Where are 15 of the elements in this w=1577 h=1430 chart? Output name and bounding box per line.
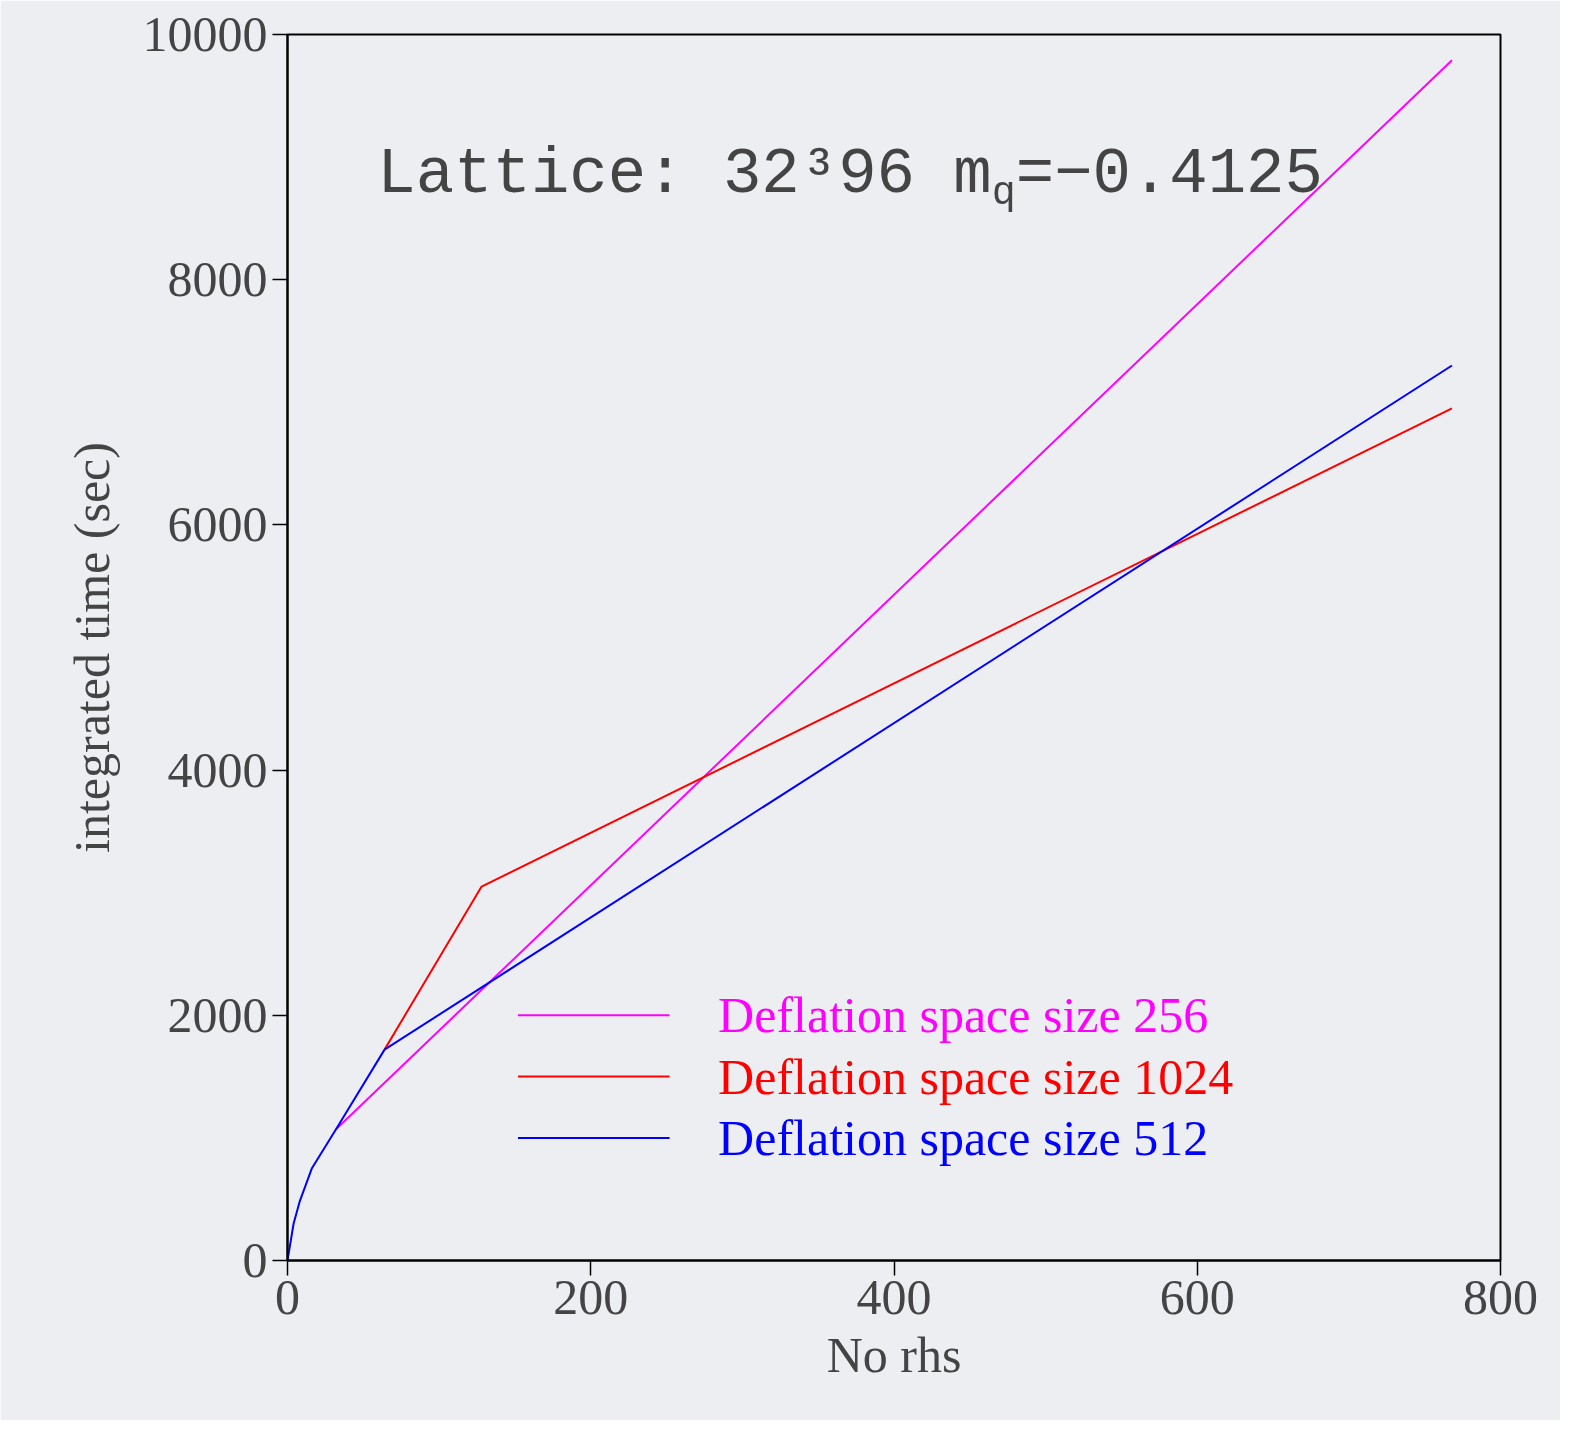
y-tick-label: 2000 — [167, 986, 268, 1043]
x-axis-title: No rhs — [826, 1326, 962, 1383]
legend-label: Deflation space size 1024 — [718, 1048, 1234, 1105]
x-tick-label: 200 — [553, 1268, 629, 1325]
y-axis-title: integrated time (sec) — [63, 442, 120, 853]
y-tick-label: 10000 — [142, 6, 268, 62]
y-tick-label: 8000 — [167, 251, 268, 308]
y-tick-label: 6000 — [167, 496, 268, 553]
y-tick-label: 0 — [242, 1232, 268, 1288]
y-tick-label: 4000 — [167, 741, 268, 798]
x-tick-label: 400 — [856, 1268, 932, 1325]
x-tick-label: 600 — [1159, 1268, 1235, 1325]
x-tick-label: 800 — [1463, 1268, 1538, 1325]
legend-label: Deflation space size 256 — [718, 987, 1209, 1044]
legend-label: Deflation space size 512 — [718, 1109, 1209, 1166]
